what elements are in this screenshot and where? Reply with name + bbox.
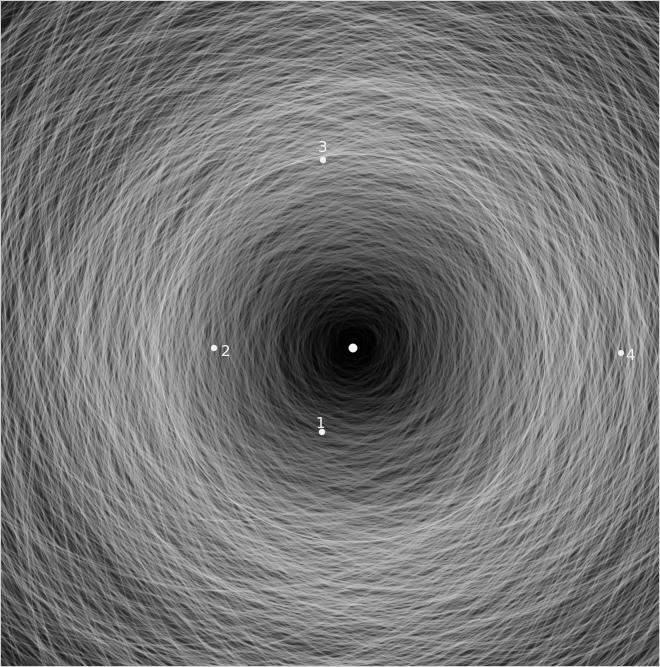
body-1-dot <box>318 428 326 436</box>
body-3-dot <box>319 156 327 164</box>
central-star <box>348 343 358 353</box>
body-1-label: 1 <box>316 414 326 432</box>
far-orbit-ring <box>81 77 623 619</box>
body-2-label: 2 <box>221 342 231 360</box>
body-4-dot <box>618 350 624 356</box>
body-3-label: 3 <box>318 138 328 156</box>
body-4-label: 4 <box>626 346 636 364</box>
outer-orbit-ring <box>157 153 547 543</box>
body-2-dot <box>210 344 218 352</box>
